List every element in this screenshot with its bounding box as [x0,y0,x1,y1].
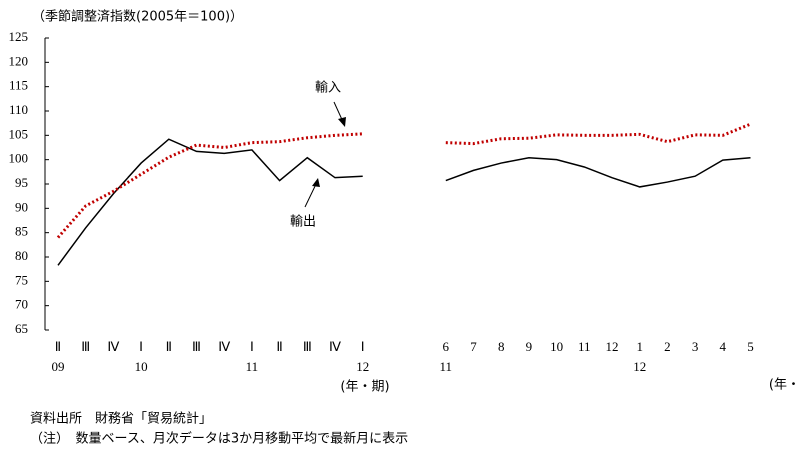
y-tick-label: 65 [15,321,28,336]
x-tick-label: Ⅰ [361,339,365,354]
year-label: 10 [135,359,148,374]
x-tick-label: 11 [578,339,591,354]
y-tick-label: 75 [15,272,28,287]
y-tick-label: 125 [9,29,29,44]
x-tick-label: 6 [443,339,450,354]
source-note: 資料出所 財務省「貿易統計」 [30,411,212,427]
x-tick-label: 1 [636,339,643,354]
x-tick-label: 9 [526,339,533,354]
x-tick-label: 12 [606,339,619,354]
arrow-head [338,117,346,127]
x-tick-label: 7 [470,339,477,354]
x-tick-label: Ⅱ [166,339,172,354]
y-tick-label: 115 [9,78,28,93]
series-line [56,122,752,239]
x-tick-label: Ⅲ [303,339,312,354]
arrow-head [312,178,320,187]
x-tick-label: Ⅰ [139,339,143,354]
year-label: 12 [356,359,369,374]
x-tick-label: Ⅳ [218,339,230,354]
series-line [57,138,751,266]
x-tick-label: 5 [747,339,754,354]
year-label: 12 [633,359,646,374]
x-tick-label: Ⅲ [81,339,90,354]
chart-title: （季節調整済指数(2005年＝100)） [32,9,243,25]
y-tick-label: 100 [9,151,29,166]
year-label: 09 [52,359,65,374]
y-tick-label: 70 [15,297,28,312]
y-tick-label: 105 [9,126,29,141]
year-label: 11 [440,359,453,374]
x-tick-label: 8 [498,339,505,354]
x-tick-label: Ⅳ [329,339,341,354]
y-tick-label: 90 [15,199,28,214]
y-tick-label: 85 [15,224,28,239]
x-tick-label: Ⅳ [107,339,119,354]
y-tick-label: 95 [15,175,28,190]
y-tick-label: 110 [9,102,28,117]
series-label: 輸出 [290,215,316,230]
x-tick-label: 10 [550,339,563,354]
series-label: 輸入 [315,81,341,96]
x-tick-label: Ⅰ [250,339,254,354]
footnote: （注） 数量ベース、月次データは3か月移動平均で最新月に表示 [30,431,408,447]
x-tick-label: 3 [692,339,699,354]
x-tick-label: Ⅱ [55,339,61,354]
x-unit-label: (年・ [769,378,800,393]
x-tick-label: Ⅲ [192,339,201,354]
x-tick-label: 4 [720,339,727,354]
y-tick-label: 80 [15,248,28,263]
x-tick-label: 2 [664,339,671,354]
year-label: 11 [246,359,259,374]
y-tick-label: 120 [9,53,29,68]
x-tick-label: Ⅱ [276,339,282,354]
x-unit-label: (年・期) [340,380,389,395]
